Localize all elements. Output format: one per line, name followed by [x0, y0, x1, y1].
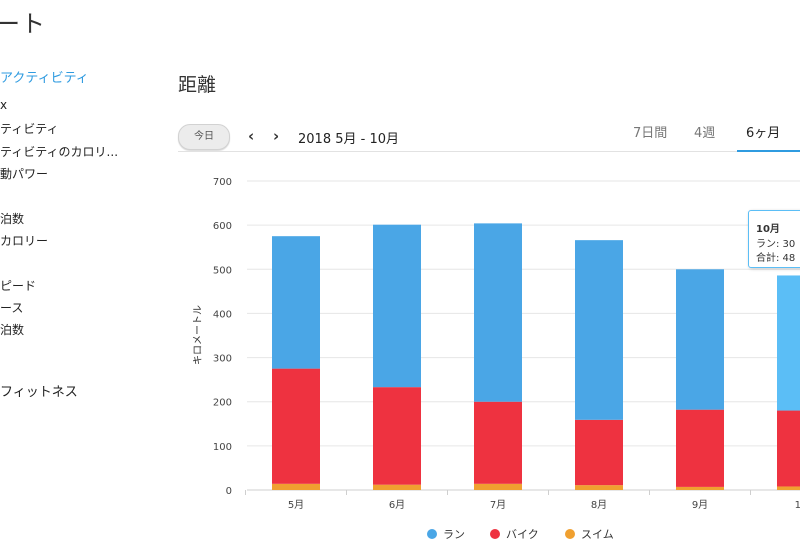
legend-swatch [565, 529, 575, 539]
y-tick-label: 0 [226, 486, 232, 497]
legend-label[interactable]: スイム [581, 528, 614, 541]
bar-ラン-5月[interactable] [272, 236, 320, 369]
toolbar: 今日 ‹ › 2018 5月 - 10月 7日間 4週 6ヶ月 [178, 124, 800, 152]
sidebar-item-power[interactable]: 動パワー [0, 167, 49, 181]
tab-6-months[interactable]: 6ヶ月 [746, 126, 781, 141]
x-tick-label: 5月 [288, 499, 304, 511]
tooltip-run-value: ラン: 30 [756, 239, 796, 250]
sidebar-item-count-2[interactable]: 泊数 [0, 323, 25, 337]
bar-ラン-10[interactable] [777, 275, 800, 411]
today-button[interactable]: 今日 [178, 124, 230, 150]
x-tick-label: 9月 [692, 499, 708, 511]
legend-swatch [490, 529, 500, 539]
bar-バイク-5月[interactable] [272, 368, 320, 484]
sidebar-item-activity-calories[interactable]: ティビティのカロリ... [0, 145, 119, 159]
bar-スイム-6月[interactable] [373, 484, 421, 490]
y-tick-label: 200 [213, 398, 232, 409]
bar-スイム-9月[interactable] [676, 486, 724, 490]
sidebar-item-x[interactable]: x [0, 98, 8, 112]
y-tick-label: 400 [213, 309, 232, 320]
sidebar-item-count-1[interactable]: 泊数 [0, 212, 25, 226]
x-tick-label: 8月 [591, 499, 607, 511]
y-tick-label: 700 [213, 177, 232, 188]
sidebar-item-activity[interactable]: アクティビティ [0, 71, 89, 86]
page-title: ート [0, 10, 46, 38]
tooltip-title: 10月 [756, 224, 780, 235]
active-tab-indicator [737, 150, 800, 152]
tooltip-total-value: 合計: 48 [756, 253, 796, 264]
x-tick-label: 10 [795, 500, 800, 511]
y-tick-label: 100 [213, 442, 232, 453]
date-range-label: 2018 5月 - 10月 [298, 132, 399, 147]
sidebar-item-activities[interactable]: ティビティ [0, 122, 59, 136]
bar-バイク-6月[interactable] [373, 387, 421, 485]
y-axis-label: キロメートル [193, 305, 204, 365]
y-axis-ticks: 0 100 200 300 400 500 600 700 [213, 177, 232, 497]
x-tick-label: 6月 [389, 499, 405, 511]
y-tick-label: 500 [213, 265, 232, 276]
bar-ラン-7月[interactable] [474, 223, 522, 402]
y-tick-label: 300 [213, 354, 232, 365]
chart-bars [272, 223, 800, 490]
chart-legend: ラン バイク スイム [427, 528, 614, 541]
legend-label[interactable]: ラン [443, 528, 465, 541]
bar-バイク-8月[interactable] [575, 419, 623, 486]
bar-スイム-7月[interactable] [474, 483, 522, 490]
bar-バイク-7月[interactable] [474, 401, 522, 484]
chevron-left-icon[interactable]: ‹ [248, 127, 255, 145]
sidebar-item-speed[interactable]: ピード [0, 279, 37, 293]
legend-label[interactable]: バイク [506, 528, 539, 541]
sidebar-item-calories[interactable]: カロリー [0, 234, 49, 248]
toolbar-divider [178, 151, 800, 152]
bar-バイク-9月[interactable] [676, 409, 724, 487]
sidebar: アクティビティ x ティビティ ティビティのカロリ... 動パワー 泊数 カロリ… [0, 0, 160, 550]
y-tick-label: 600 [213, 221, 232, 232]
bar-スイム-10[interactable] [777, 486, 800, 490]
bar-スイム-8月[interactable] [575, 485, 623, 490]
tab-4-weeks[interactable]: 4週 [694, 126, 716, 141]
x-tick-label: 7月 [490, 499, 506, 511]
chevron-right-icon[interactable]: › [273, 127, 280, 145]
bar-ラン-8月[interactable] [575, 240, 623, 420]
section-title: 距離 [178, 74, 217, 96]
x-axis: 5月 6月 7月 8月 9月 10 [245, 490, 800, 511]
sidebar-item-fitness[interactable]: フィットネス [0, 385, 78, 400]
chart-tooltip: 10月 ラン: 30 合計: 48 [748, 210, 800, 268]
sidebar-item-pace[interactable]: ース [0, 301, 24, 315]
bar-スイム-5月[interactable] [272, 483, 320, 490]
bar-ラン-6月[interactable] [373, 224, 421, 388]
bar-ラン-9月[interactable] [676, 269, 724, 410]
tab-7-days[interactable]: 7日間 [633, 126, 668, 141]
bar-バイク-10[interactable] [777, 410, 800, 487]
legend-swatch [427, 529, 437, 539]
